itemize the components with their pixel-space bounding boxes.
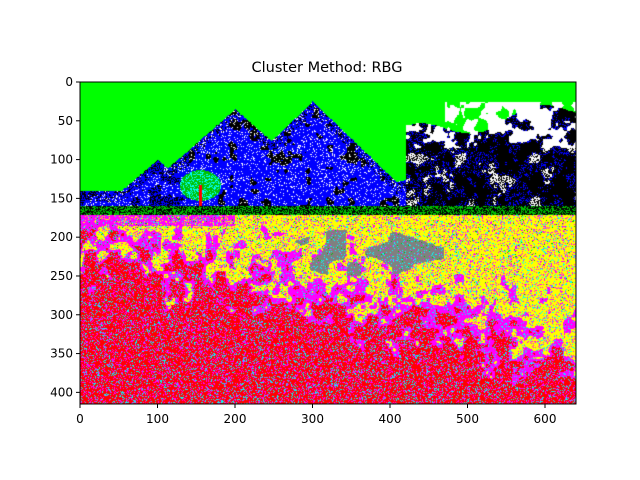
x-axis: 0 100 200 300 400 500 600: [76, 404, 556, 426]
y-tick-label: 0: [65, 75, 73, 89]
plot-area: [79, 81, 577, 405]
y-tick-label: 150: [50, 191, 73, 205]
x-tick-label: 500: [456, 412, 479, 426]
y-tick-label: 350: [50, 347, 73, 361]
x-tick-label: 400: [379, 412, 402, 426]
x-tick-label: 600: [534, 412, 557, 426]
axes-frame: [79, 81, 577, 405]
chart-title: Cluster Method: RBG: [252, 60, 403, 76]
x-tick-label: 300: [301, 412, 324, 426]
y-tick-label: 250: [50, 269, 73, 283]
y-axis: 0 50 100 150 200 250 300 350 400: [50, 75, 80, 399]
y-tick-label: 100: [50, 153, 73, 167]
heatmap-image: [80, 82, 576, 404]
x-tick-label: 0: [76, 412, 84, 426]
heatmap-image-container: [80, 82, 576, 404]
y-tick-label: 200: [50, 230, 73, 244]
y-tick-label: 50: [58, 114, 73, 128]
y-tick-label: 300: [50, 308, 73, 322]
x-tick-label: 100: [146, 412, 169, 426]
y-tick-label: 400: [50, 385, 73, 399]
x-tick-label: 200: [224, 412, 247, 426]
